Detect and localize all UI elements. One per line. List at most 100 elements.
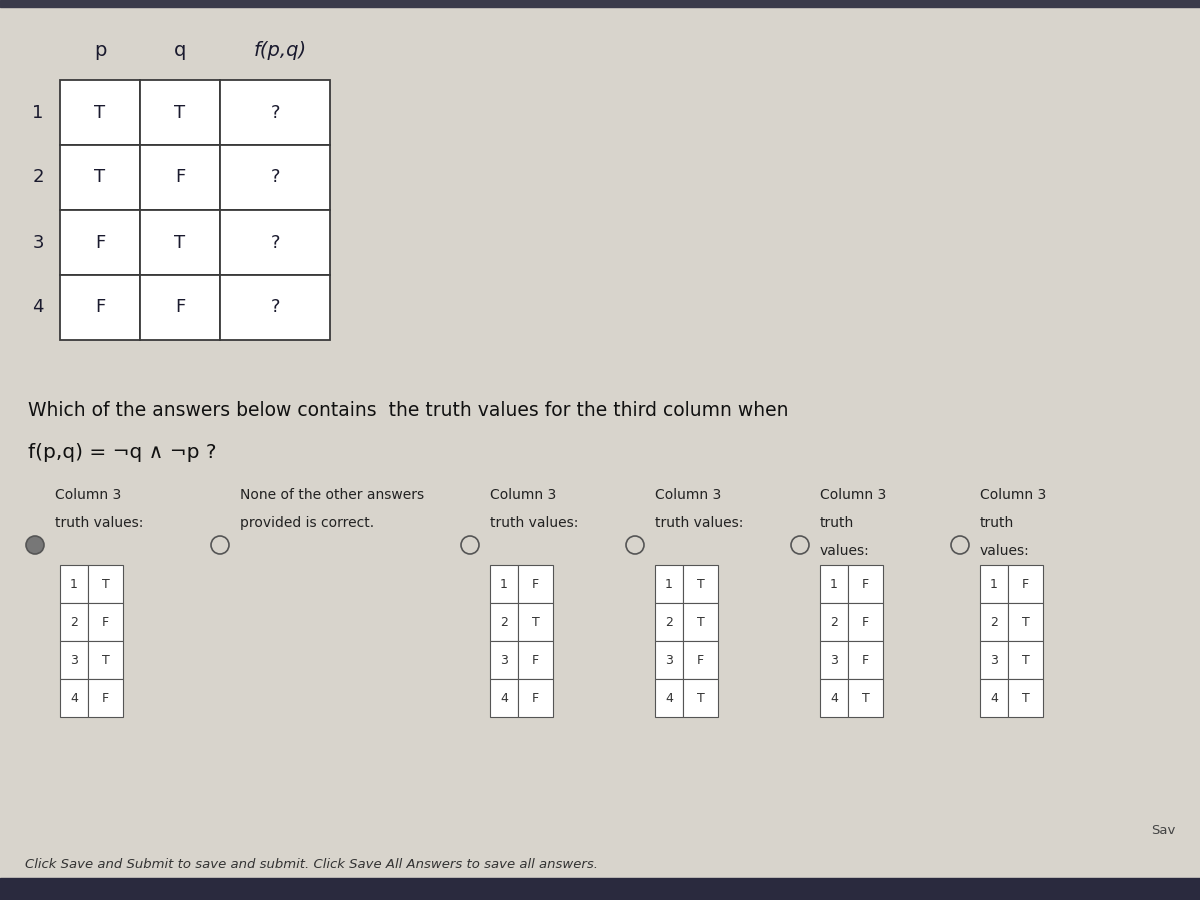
Bar xyxy=(518,679,553,717)
Text: T: T xyxy=(95,104,106,122)
Bar xyxy=(220,80,330,145)
Bar xyxy=(518,641,553,679)
Text: 1: 1 xyxy=(990,578,998,590)
Text: truth values:: truth values: xyxy=(490,516,578,530)
Bar xyxy=(1008,641,1043,679)
Bar xyxy=(980,603,1008,641)
Text: T: T xyxy=(697,691,704,705)
Text: p: p xyxy=(94,40,106,59)
Bar xyxy=(60,80,140,145)
Text: 2: 2 xyxy=(665,616,673,628)
Text: 2: 2 xyxy=(32,168,43,186)
Text: F: F xyxy=(175,299,185,317)
Bar xyxy=(848,679,883,717)
Bar xyxy=(683,565,718,603)
Text: 3: 3 xyxy=(665,653,673,667)
Bar xyxy=(88,641,124,679)
Text: T: T xyxy=(174,104,186,122)
Text: 3: 3 xyxy=(990,653,998,667)
Bar xyxy=(60,145,140,210)
Bar xyxy=(88,565,124,603)
Text: T: T xyxy=(1021,653,1030,667)
Bar xyxy=(518,603,553,641)
Bar xyxy=(88,679,124,717)
Bar xyxy=(0,878,1200,900)
Bar xyxy=(60,679,88,717)
Text: 1: 1 xyxy=(665,578,673,590)
Bar xyxy=(490,641,518,679)
Text: provided is correct.: provided is correct. xyxy=(240,516,374,530)
Text: F: F xyxy=(862,653,869,667)
Text: F: F xyxy=(95,233,106,251)
Text: 2: 2 xyxy=(500,616,508,628)
Text: T: T xyxy=(174,233,186,251)
Text: Column 3: Column 3 xyxy=(55,488,121,502)
Text: T: T xyxy=(532,616,539,628)
Text: 4: 4 xyxy=(32,299,43,317)
Text: 4: 4 xyxy=(990,691,998,705)
Bar xyxy=(518,565,553,603)
Bar xyxy=(683,679,718,717)
Text: F: F xyxy=(532,578,539,590)
Text: Column 3: Column 3 xyxy=(820,488,887,502)
Text: T: T xyxy=(102,653,109,667)
Bar xyxy=(140,80,220,145)
Bar xyxy=(683,641,718,679)
Text: q: q xyxy=(174,40,186,59)
Bar xyxy=(490,565,518,603)
Bar xyxy=(980,641,1008,679)
Text: values:: values: xyxy=(820,544,870,558)
Bar xyxy=(1008,603,1043,641)
Bar xyxy=(980,679,1008,717)
Text: Column 3: Column 3 xyxy=(980,488,1046,502)
Text: values:: values: xyxy=(980,544,1030,558)
Text: 3: 3 xyxy=(70,653,78,667)
Bar xyxy=(60,275,140,340)
Text: None of the other answers: None of the other answers xyxy=(240,488,424,502)
Bar xyxy=(490,603,518,641)
Text: 3: 3 xyxy=(500,653,508,667)
Bar xyxy=(820,679,848,717)
Text: Column 3: Column 3 xyxy=(490,488,557,502)
Bar xyxy=(220,145,330,210)
Bar xyxy=(0,0,1200,7)
Bar xyxy=(848,641,883,679)
Text: ?: ? xyxy=(270,233,280,251)
Bar xyxy=(60,641,88,679)
Bar xyxy=(848,565,883,603)
Text: Sav: Sav xyxy=(1151,824,1175,836)
Text: F: F xyxy=(175,168,185,186)
Text: 2: 2 xyxy=(990,616,998,628)
Text: truth values:: truth values: xyxy=(655,516,743,530)
Text: 4: 4 xyxy=(500,691,508,705)
Text: T: T xyxy=(862,691,869,705)
Bar xyxy=(683,603,718,641)
Bar xyxy=(820,603,848,641)
Bar xyxy=(140,145,220,210)
Bar xyxy=(655,641,683,679)
Text: Which of the answers below contains  the truth values for the third column when: Which of the answers below contains the … xyxy=(28,400,788,419)
Text: F: F xyxy=(697,653,704,667)
Text: T: T xyxy=(1021,616,1030,628)
Text: 4: 4 xyxy=(665,691,673,705)
Text: F: F xyxy=(1022,578,1030,590)
Text: F: F xyxy=(102,691,109,705)
Text: F: F xyxy=(532,653,539,667)
Bar xyxy=(848,603,883,641)
Bar xyxy=(655,603,683,641)
Text: F: F xyxy=(862,578,869,590)
Bar xyxy=(60,210,140,275)
Text: 1: 1 xyxy=(70,578,78,590)
Text: Click Save and Submit to save and submit. Click Save All Answers to save all ans: Click Save and Submit to save and submit… xyxy=(25,859,598,871)
Bar xyxy=(655,679,683,717)
Text: 2: 2 xyxy=(70,616,78,628)
Text: T: T xyxy=(102,578,109,590)
Text: 1: 1 xyxy=(830,578,838,590)
Text: ?: ? xyxy=(270,168,280,186)
Text: F: F xyxy=(862,616,869,628)
Text: F: F xyxy=(532,691,539,705)
Text: T: T xyxy=(95,168,106,186)
Bar xyxy=(820,565,848,603)
Text: ?: ? xyxy=(270,104,280,122)
Text: T: T xyxy=(697,578,704,590)
